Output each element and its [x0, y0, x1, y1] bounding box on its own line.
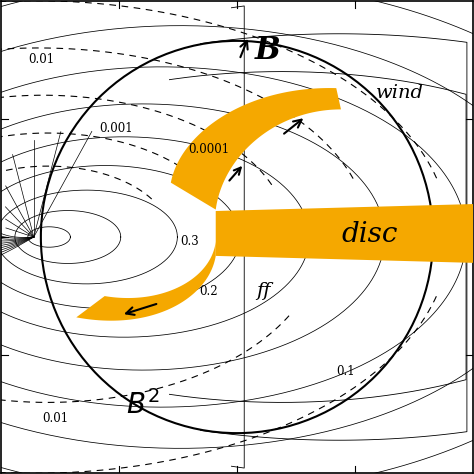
Text: ff: ff	[256, 283, 270, 301]
Text: B: B	[255, 35, 281, 66]
Text: 0.3: 0.3	[181, 235, 199, 248]
Text: 0.01: 0.01	[42, 412, 68, 426]
Text: 0.1: 0.1	[337, 365, 355, 378]
Text: wind: wind	[376, 84, 424, 102]
Text: 0.01: 0.01	[28, 53, 54, 66]
Polygon shape	[171, 88, 341, 210]
Text: 0.0001: 0.0001	[188, 143, 229, 156]
Text: disc: disc	[341, 221, 398, 248]
Text: 0.001: 0.001	[100, 122, 133, 135]
Text: 0.2: 0.2	[200, 285, 218, 298]
Polygon shape	[76, 242, 216, 321]
Text: $B^2$: $B^2$	[126, 390, 159, 419]
Polygon shape	[216, 204, 474, 263]
